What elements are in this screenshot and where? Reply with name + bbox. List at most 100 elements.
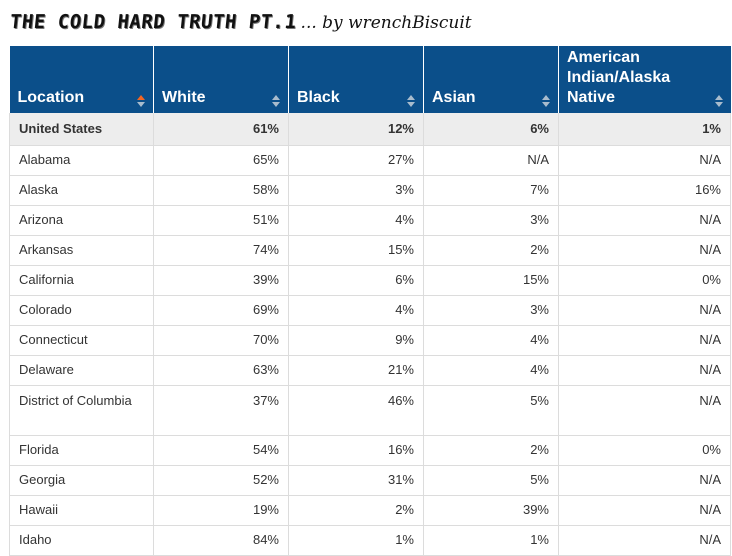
table-row: Idaho 84% 1% 1% N/A (9, 525, 731, 556)
sort-icon[interactable] (714, 95, 723, 107)
location-cell: Hawaii (9, 495, 154, 526)
title-main: THE COLD HARD TRUTH PT.1 (8, 11, 298, 33)
column-header-black[interactable]: Black (288, 46, 424, 113)
table-row: California 39% 6% 15% 0% (9, 265, 731, 296)
table-row: Arizona 51% 4% 3% N/A (9, 205, 731, 236)
location-cell: Arizona (9, 205, 154, 236)
location-cell: Florida (9, 435, 154, 466)
percent-cell: 58% (153, 175, 289, 206)
percent-cell: N/A (558, 235, 731, 266)
percent-cell: 51% (153, 205, 289, 236)
percent-cell: N/A (423, 145, 559, 176)
table-row: Arkansas 74% 15% 2% N/A (9, 235, 731, 266)
column-header-label: White (162, 89, 206, 106)
percent-cell: 84% (153, 525, 289, 556)
percent-cell: 5% (423, 465, 559, 496)
percent-cell: 15% (423, 265, 559, 296)
sort-icon[interactable] (137, 95, 145, 107)
percent-cell: 2% (288, 495, 424, 526)
column-header-label: Asian (432, 89, 476, 106)
percent-cell: 0% (558, 265, 731, 296)
percent-cell: 9% (288, 325, 424, 356)
location-cell: Colorado (9, 295, 154, 326)
sort-icon[interactable] (542, 95, 550, 107)
percent-cell: 39% (423, 495, 559, 526)
table-row: Hawaii 19% 2% 39% N/A (9, 495, 731, 526)
table-row: Alaska 58% 3% 7% 16% (9, 175, 731, 206)
percent-cell: 31% (288, 465, 424, 496)
percent-cell: 52% (153, 465, 289, 496)
column-header-label: Location (17, 89, 85, 106)
percent-cell: 4% (288, 295, 424, 326)
location-cell: Connecticut (9, 325, 154, 356)
percent-cell: 65% (153, 145, 289, 176)
percent-cell: 4% (288, 205, 424, 236)
percent-cell: N/A (558, 355, 731, 386)
percent-cell: N/A (558, 495, 731, 526)
percent-cell: 21% (288, 355, 424, 386)
column-header-location[interactable]: Location (9, 46, 154, 113)
percent-cell: 12% (288, 113, 424, 146)
column-header-white[interactable]: White (153, 46, 289, 113)
column-header-american-indian-alaska-native[interactable]: American Indian/Alaska Native (558, 46, 731, 113)
percent-cell: 5% (423, 385, 559, 436)
percent-cell: 16% (288, 435, 424, 466)
location-cell: District of Columbia (9, 385, 154, 436)
column-header-label: Black (297, 89, 340, 106)
percent-cell: 54% (153, 435, 289, 466)
table-header-row: Location White Black Asian American Indi… (9, 46, 731, 113)
percent-cell: N/A (558, 385, 731, 436)
percent-cell: 27% (288, 145, 424, 176)
table-row-total: United States 61% 12% 6% 1% (9, 113, 731, 146)
location-cell: Alabama (9, 145, 154, 176)
table-row: Florida 54% 16% 2% 0% (9, 435, 731, 466)
percent-cell: 46% (288, 385, 424, 436)
percent-cell: 2% (423, 435, 559, 466)
percent-cell: 7% (423, 175, 559, 206)
location-cell: Georgia (9, 465, 154, 496)
location-cell: Arkansas (9, 235, 154, 266)
percent-cell: 4% (423, 355, 559, 386)
percent-cell: N/A (558, 465, 731, 496)
percent-cell: 69% (153, 295, 289, 326)
table-row: Connecticut 70% 9% 4% N/A (9, 325, 731, 356)
percent-cell: 3% (423, 295, 559, 326)
percent-cell: 19% (153, 495, 289, 526)
percent-cell: 6% (423, 113, 559, 146)
location-cell: Delaware (9, 355, 154, 386)
title-byline: ... by wrenchBiscuit (300, 13, 472, 33)
page-title: THE COLD HARD TRUTH PT.1 ... by wrenchBi… (8, 11, 472, 41)
percent-cell: N/A (558, 145, 731, 176)
percent-cell: N/A (558, 325, 731, 356)
percent-cell: 4% (423, 325, 559, 356)
sort-icon[interactable] (407, 95, 415, 107)
table-row: District of Columbia 37% 46% 5% N/A (9, 385, 731, 436)
percent-cell: 3% (288, 175, 424, 206)
percent-cell: N/A (558, 205, 731, 236)
percent-cell: N/A (558, 525, 731, 556)
percent-cell: 63% (153, 355, 289, 386)
percent-cell: 61% (153, 113, 289, 146)
percent-cell: 39% (153, 265, 289, 296)
percent-cell: 74% (153, 235, 289, 266)
location-cell: Alaska (9, 175, 154, 206)
percent-cell: N/A (558, 295, 731, 326)
percent-cell: 0% (558, 435, 731, 466)
percent-cell: 16% (558, 175, 731, 206)
percent-cell: 37% (153, 385, 289, 436)
location-cell: Idaho (9, 525, 154, 556)
table-row: Delaware 63% 21% 4% N/A (9, 355, 731, 386)
percent-cell: 1% (288, 525, 424, 556)
percent-cell: 15% (288, 235, 424, 266)
percent-cell: 2% (423, 235, 559, 266)
percent-cell: 6% (288, 265, 424, 296)
sort-icon[interactable] (272, 95, 280, 107)
table-row: Georgia 52% 31% 5% N/A (9, 465, 731, 496)
percent-cell: 1% (423, 525, 559, 556)
percent-cell: 3% (423, 205, 559, 236)
column-header-asian[interactable]: Asian (423, 46, 559, 113)
table-row: Colorado 69% 4% 3% N/A (9, 295, 731, 326)
column-header-label: American Indian/Alaska Native (567, 49, 671, 106)
table-body: United States 61% 12% 6% 1% Alabama 65% 27% N/A N… (9, 113, 731, 556)
percent-cell: 70% (153, 325, 289, 356)
